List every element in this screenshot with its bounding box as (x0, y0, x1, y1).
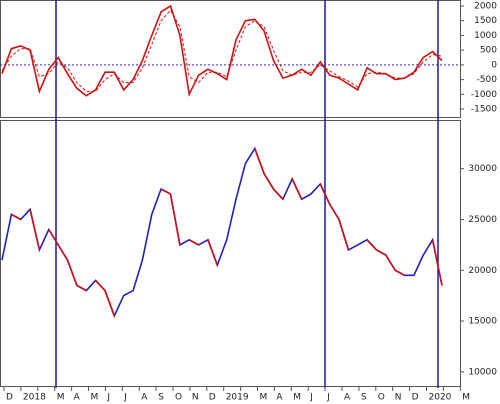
down-segment (376, 249, 387, 256)
x-tick-label: N (395, 393, 402, 403)
down-segment (29, 209, 41, 251)
y-tick-label: 500 (480, 46, 497, 56)
down-segment (366, 239, 378, 251)
x-tick-label: D (209, 393, 216, 403)
x-tick-label: O (175, 393, 182, 403)
x-tick-label: 2020 (429, 393, 452, 403)
down-segment (328, 203, 340, 220)
x-tick-label: S (158, 393, 164, 403)
y-tick-label: 2000 (474, 2, 497, 12)
x-tick-label: 2018 (23, 393, 46, 403)
down-segment (207, 239, 219, 266)
x-tick-label: D (412, 393, 419, 403)
x-tick-label: A (74, 393, 81, 403)
down-segment (10, 213, 22, 221)
y-tick-label: 0 (491, 60, 497, 70)
signal-line (1, 9, 443, 92)
price-panel (0, 120, 461, 387)
x-tick-label: J (326, 393, 330, 403)
x-tick-label: M (293, 393, 301, 403)
x-tick-label: A (344, 393, 351, 403)
x-tick-label: J (106, 393, 110, 403)
down-segment (188, 239, 199, 246)
x-tick-label: O (378, 393, 385, 403)
series-line (1, 4, 443, 97)
x-tick-label: D (6, 393, 13, 403)
x-tick-label: A (276, 393, 283, 403)
y-tick-label: -1000 (471, 90, 497, 100)
down-segment (338, 219, 350, 251)
down-segment (95, 279, 106, 292)
down-segment (254, 148, 265, 175)
x-tick-label: M (91, 393, 99, 403)
x-tick-label: J (309, 393, 313, 403)
series-line (1, 146, 443, 318)
y-tick-label: -500 (477, 75, 498, 85)
y-tick-label: 10000 (468, 367, 497, 377)
y-tick-label: 20000 (468, 266, 497, 276)
y-tick-label: 30000 (468, 164, 497, 174)
x-tick-label: N (192, 393, 199, 403)
x-tick-label: A (141, 393, 148, 403)
x-tick-label: J (123, 393, 127, 403)
down-segment (291, 178, 303, 200)
down-segment (76, 284, 87, 292)
y-tick-label: 25000 (468, 215, 497, 225)
down-segment (57, 244, 69, 261)
down-segment (169, 193, 181, 246)
down-segment (272, 188, 284, 200)
y-tick-label: 1000 (474, 31, 497, 41)
x-tick-label: M (57, 393, 65, 403)
down-segment (319, 183, 331, 205)
y-tick-label: -1500 (471, 105, 497, 115)
down-segment (160, 188, 171, 195)
down-segment (263, 173, 275, 190)
down-segment (394, 269, 405, 277)
down-segment (66, 259, 78, 286)
x-tick-label: M (260, 393, 268, 403)
down-segment (104, 290, 116, 317)
down-segment (48, 229, 59, 246)
down-segment (431, 239, 443, 286)
y-tick-label: 1500 (474, 16, 497, 26)
x-tick-label: 2019 (226, 393, 249, 403)
x-tick-label: S (361, 393, 367, 403)
osc-panel (0, 0, 461, 118)
y-tick-label: 15000 (468, 317, 497, 327)
x-tick-label: M (462, 393, 470, 403)
down-segment (385, 254, 396, 271)
